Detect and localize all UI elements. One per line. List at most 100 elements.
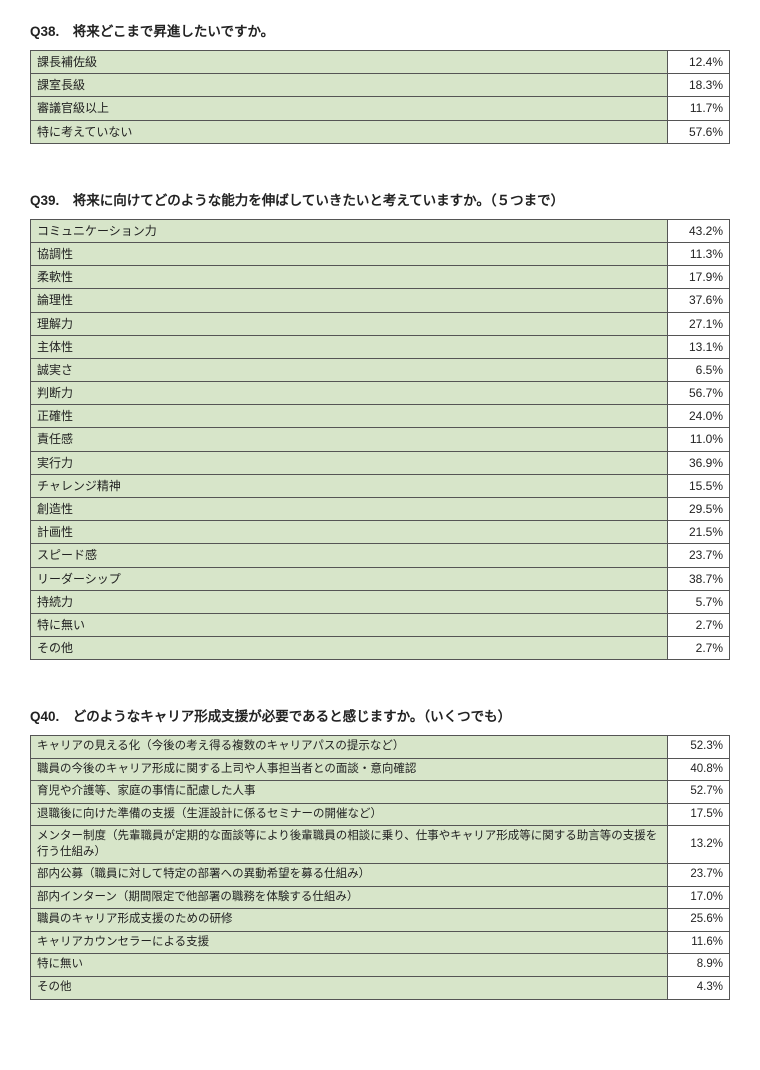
table-row: 職員の今後のキャリア形成に関する上司や人事担当者との面談・意向確認40.8% bbox=[31, 758, 730, 781]
row-label: 柔軟性 bbox=[31, 266, 668, 289]
row-value: 52.7% bbox=[668, 781, 730, 804]
table-row: 理解力27.1% bbox=[31, 312, 730, 335]
q38-table: 課長補佐級12.4%課室長級18.3%審議官級以上11.7%特に考えていない57… bbox=[30, 50, 730, 144]
row-label: 部内公募（職員に対して特定の部署への異動希望を募る仕組み） bbox=[31, 864, 668, 887]
table-row: 論理性37.6% bbox=[31, 289, 730, 312]
row-value: 21.5% bbox=[668, 521, 730, 544]
table-row: 特に無い8.9% bbox=[31, 954, 730, 977]
row-label: 職員のキャリア形成支援のための研修 bbox=[31, 909, 668, 932]
q40-table: キャリアの見える化（今後の考え得る複数のキャリアパスの提示など）52.3%職員の… bbox=[30, 735, 730, 999]
row-label: 特に無い bbox=[31, 954, 668, 977]
row-label: 理解力 bbox=[31, 312, 668, 335]
table-row: その他4.3% bbox=[31, 976, 730, 999]
row-label: 育児や介護等、家庭の事情に配慮した人事 bbox=[31, 781, 668, 804]
table-row: 計画性21.5% bbox=[31, 521, 730, 544]
row-label: 誠実さ bbox=[31, 358, 668, 381]
row-label: コミュニケーション力 bbox=[31, 219, 668, 242]
table-row: 協調性11.3% bbox=[31, 242, 730, 265]
row-label: 退職後に向けた準備の支援（生涯設計に係るセミナーの開催など） bbox=[31, 803, 668, 826]
table-row: スピード感23.7% bbox=[31, 544, 730, 567]
row-label: 責任感 bbox=[31, 428, 668, 451]
row-label: キャリアカウンセラーによる支援 bbox=[31, 931, 668, 954]
table-row: 持続力5.7% bbox=[31, 590, 730, 613]
row-label: 計画性 bbox=[31, 521, 668, 544]
row-label: 部内インターン（期間限定で他部署の職務を体験する仕組み） bbox=[31, 886, 668, 909]
table-row: メンター制度（先輩職員が定期的な面談等により後輩職員の相談に乗り、仕事やキャリア… bbox=[31, 826, 730, 864]
row-value: 17.0% bbox=[668, 886, 730, 909]
table-row: 退職後に向けた準備の支援（生涯設計に係るセミナーの開催など）17.5% bbox=[31, 803, 730, 826]
row-value: 2.7% bbox=[668, 613, 730, 636]
question-39: Q39. 将来に向けてどのような能力を伸ばしていきたいと考えていますか。（５つま… bbox=[30, 189, 730, 661]
table-row: 実行力36.9% bbox=[31, 451, 730, 474]
row-value: 25.6% bbox=[668, 909, 730, 932]
table-row: 課長補佐級12.4% bbox=[31, 51, 730, 74]
row-label: その他 bbox=[31, 637, 668, 660]
row-value: 57.6% bbox=[668, 120, 730, 143]
row-value: 18.3% bbox=[668, 74, 730, 97]
row-value: 56.7% bbox=[668, 382, 730, 405]
table-row: 創造性29.5% bbox=[31, 498, 730, 521]
row-value: 12.4% bbox=[668, 51, 730, 74]
row-label: 特に考えていない bbox=[31, 120, 668, 143]
row-label: 持続力 bbox=[31, 590, 668, 613]
row-label: 特に無い bbox=[31, 613, 668, 636]
q39-table: コミュニケーション力43.2%協調性11.3%柔軟性17.9%論理性37.6%理… bbox=[30, 219, 730, 661]
table-row: 部内インターン（期間限定で他部署の職務を体験する仕組み）17.0% bbox=[31, 886, 730, 909]
row-label: 判断力 bbox=[31, 382, 668, 405]
row-value: 37.6% bbox=[668, 289, 730, 312]
row-label: 協調性 bbox=[31, 242, 668, 265]
row-value: 8.9% bbox=[668, 954, 730, 977]
row-value: 5.7% bbox=[668, 590, 730, 613]
table-row: チャレンジ精神15.5% bbox=[31, 474, 730, 497]
table-row: 課室長級18.3% bbox=[31, 74, 730, 97]
row-label: 職員の今後のキャリア形成に関する上司や人事担当者との面談・意向確認 bbox=[31, 758, 668, 781]
row-value: 15.5% bbox=[668, 474, 730, 497]
table-row: 判断力56.7% bbox=[31, 382, 730, 405]
row-value: 36.9% bbox=[668, 451, 730, 474]
row-label: リーダーシップ bbox=[31, 567, 668, 590]
table-row: コミュニケーション力43.2% bbox=[31, 219, 730, 242]
row-value: 6.5% bbox=[668, 358, 730, 381]
row-label: 主体性 bbox=[31, 335, 668, 358]
table-row: 特に考えていない57.6% bbox=[31, 120, 730, 143]
row-label: 審議官級以上 bbox=[31, 97, 668, 120]
table-row: キャリアの見える化（今後の考え得る複数のキャリアパスの提示など）52.3% bbox=[31, 736, 730, 759]
row-value: 17.9% bbox=[668, 266, 730, 289]
row-value: 23.7% bbox=[668, 864, 730, 887]
row-label: 課長補佐級 bbox=[31, 51, 668, 74]
row-label: 創造性 bbox=[31, 498, 668, 521]
row-label: 実行力 bbox=[31, 451, 668, 474]
row-value: 13.2% bbox=[668, 826, 730, 864]
question-title: Q40. どのようなキャリア形成支援が必要であると感じますか。（いくつでも） bbox=[30, 705, 730, 725]
row-label: キャリアの見える化（今後の考え得る複数のキャリアパスの提示など） bbox=[31, 736, 668, 759]
table-row: 特に無い2.7% bbox=[31, 613, 730, 636]
row-value: 29.5% bbox=[668, 498, 730, 521]
row-label: スピード感 bbox=[31, 544, 668, 567]
table-row: 主体性13.1% bbox=[31, 335, 730, 358]
row-value: 13.1% bbox=[668, 335, 730, 358]
table-row: 正確性24.0% bbox=[31, 405, 730, 428]
row-label: 論理性 bbox=[31, 289, 668, 312]
row-value: 2.7% bbox=[668, 637, 730, 660]
row-value: 4.3% bbox=[668, 976, 730, 999]
row-value: 11.0% bbox=[668, 428, 730, 451]
table-row: 誠実さ6.5% bbox=[31, 358, 730, 381]
question-40: Q40. どのようなキャリア形成支援が必要であると感じますか。（いくつでも） キ… bbox=[30, 705, 730, 999]
row-label: 正確性 bbox=[31, 405, 668, 428]
row-value: 52.3% bbox=[668, 736, 730, 759]
row-value: 11.6% bbox=[668, 931, 730, 954]
row-value: 27.1% bbox=[668, 312, 730, 335]
row-value: 11.7% bbox=[668, 97, 730, 120]
table-row: キャリアカウンセラーによる支援11.6% bbox=[31, 931, 730, 954]
table-row: 審議官級以上11.7% bbox=[31, 97, 730, 120]
row-label: メンター制度（先輩職員が定期的な面談等により後輩職員の相談に乗り、仕事やキャリア… bbox=[31, 826, 668, 864]
row-value: 23.7% bbox=[668, 544, 730, 567]
row-value: 40.8% bbox=[668, 758, 730, 781]
table-row: リーダーシップ38.7% bbox=[31, 567, 730, 590]
question-title: Q38. 将来どこまで昇進したいですか。 bbox=[30, 20, 730, 40]
question-title: Q39. 将来に向けてどのような能力を伸ばしていきたいと考えていますか。（５つま… bbox=[30, 189, 730, 209]
table-row: 職員のキャリア形成支援のための研修25.6% bbox=[31, 909, 730, 932]
table-row: 責任感11.0% bbox=[31, 428, 730, 451]
table-row: 部内公募（職員に対して特定の部署への異動希望を募る仕組み）23.7% bbox=[31, 864, 730, 887]
table-row: 育児や介護等、家庭の事情に配慮した人事52.7% bbox=[31, 781, 730, 804]
